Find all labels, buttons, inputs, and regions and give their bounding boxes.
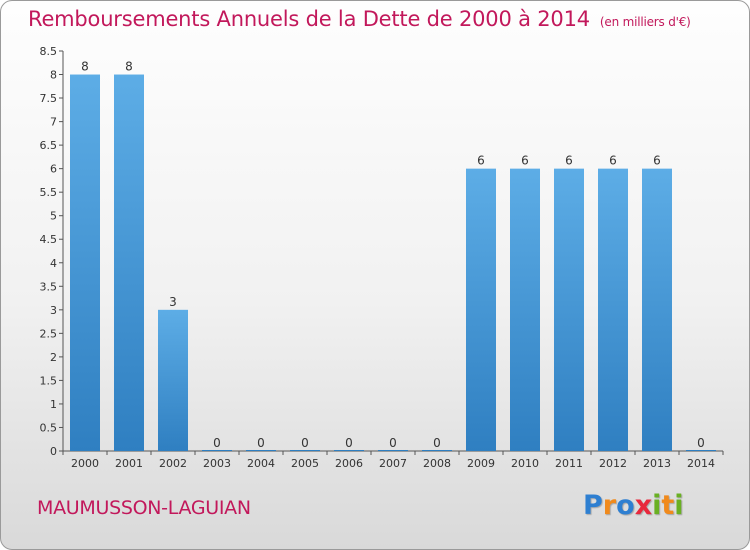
x-tick-label: 2001 [115, 457, 143, 470]
x-tick-label: 2013 [643, 457, 671, 470]
data-label: 0 [389, 436, 397, 450]
y-tick-label: 0 [50, 445, 57, 458]
bar [598, 168, 628, 451]
bar [378, 450, 408, 451]
logo-letter: i [674, 490, 684, 521]
bar [202, 450, 232, 451]
data-label: 3 [169, 295, 177, 309]
data-label: 8 [125, 60, 133, 74]
y-tick-label: 2 [50, 351, 57, 364]
y-tick-label: 8 [50, 69, 57, 82]
x-tick-label: 2005 [291, 457, 319, 470]
data-label: 6 [653, 154, 661, 168]
bar [642, 168, 672, 451]
bar [70, 74, 100, 451]
y-tick-label: 5 [50, 210, 57, 223]
y-tick-label: 5.5 [40, 186, 58, 199]
x-tick-label: 2014 [687, 457, 715, 470]
x-tick-label: 2007 [379, 457, 407, 470]
x-tick-label: 2004 [247, 457, 275, 470]
bar [290, 450, 320, 451]
y-tick-label: 6.5 [40, 139, 58, 152]
bar [510, 168, 540, 451]
y-tick-label: 3 [50, 304, 57, 317]
x-tick-label: 2006 [335, 457, 363, 470]
y-tick-label: 1 [50, 398, 57, 411]
commune-name: MAUMUSSON-LAGUIAN [37, 497, 251, 519]
unit-label: (en milliers d'€) [599, 15, 691, 29]
bar [422, 450, 452, 451]
x-tick-label: 2003 [203, 457, 231, 470]
bar-chart: 0 0.5 1 1.5 2 2.5 3 3.5 4 4.5 5 5.5 6 6.5 7 7.5 8 8.5 2000… [40, 45, 724, 470]
logo-letter: i [652, 490, 662, 521]
x-tick-label: 2010 [511, 457, 539, 470]
y-tick-label: 4.5 [40, 233, 58, 246]
y-tick-label: 8.5 [40, 45, 58, 58]
title-text: Remboursements Annuels de la Dette de 20… [28, 7, 590, 31]
data-label: 8 [81, 60, 89, 74]
data-label: 0 [433, 436, 441, 450]
x-tick-label: 2011 [555, 457, 583, 470]
x-tick-label: 2002 [159, 457, 187, 470]
bar [554, 168, 584, 451]
logo-letter: t [661, 490, 675, 521]
data-label: 0 [301, 436, 309, 450]
y-tick-label: 0.5 [40, 421, 58, 434]
x-tick-label: 2000 [71, 457, 99, 470]
data-label: 6 [521, 154, 529, 168]
bar [466, 168, 496, 451]
bar [334, 450, 364, 451]
y-tick-label: 7.5 [40, 92, 58, 105]
y-tick-label: 3.5 [40, 280, 58, 293]
logo-letter: o [616, 490, 635, 521]
bar [686, 450, 716, 451]
y-tick-label: 1.5 [40, 374, 58, 387]
x-tick-label: 2012 [599, 457, 627, 470]
proxiti-logo: Proxiti [583, 490, 684, 521]
x-tick-label: 2008 [423, 457, 451, 470]
logo-letter: P [583, 490, 603, 521]
y-tick-label: 4 [50, 257, 57, 270]
y-tick-label: 7 [50, 116, 57, 129]
data-label: 6 [477, 154, 485, 168]
bar [114, 74, 144, 451]
logo-letter: r [602, 490, 617, 521]
bar [158, 309, 188, 451]
data-label: 0 [257, 436, 265, 450]
y-tick-label: 2.5 [40, 327, 58, 340]
data-label: 0 [697, 436, 705, 450]
chart-title: Remboursements Annuels de la Dette de 20… [28, 7, 691, 31]
data-label: 0 [213, 436, 221, 450]
x-tick-label: 2009 [467, 457, 495, 470]
y-tick-label: 6 [50, 163, 57, 176]
data-label: 6 [609, 154, 617, 168]
data-label: 0 [345, 436, 353, 450]
logo-letter: x [634, 490, 653, 521]
bar [246, 450, 276, 451]
data-label: 6 [565, 154, 573, 168]
